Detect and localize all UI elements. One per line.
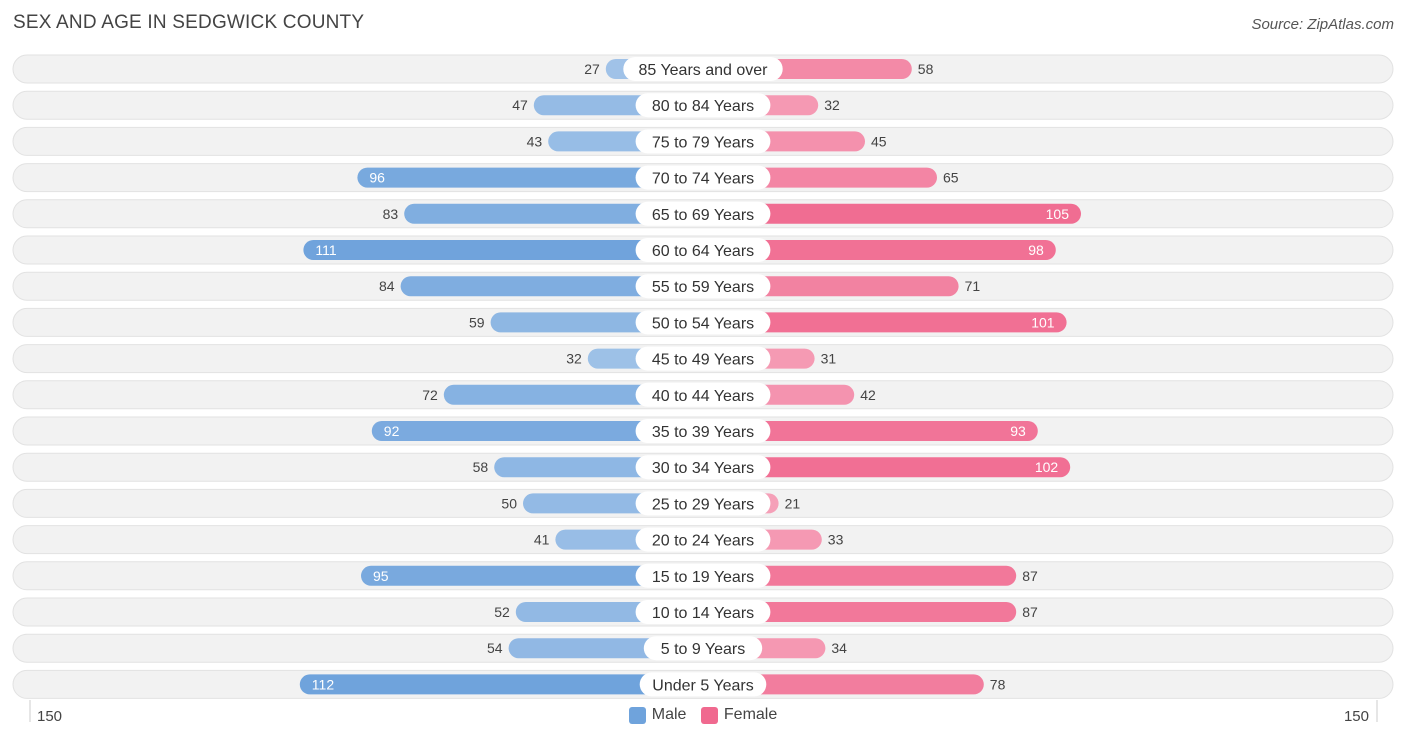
bar-female — [703, 240, 1056, 260]
category-label-pill — [635, 563, 771, 588]
value-label-female: 87 — [1022, 604, 1038, 620]
bar-male — [357, 167, 703, 188]
value-label-female: 45 — [871, 133, 887, 149]
value-label-female: 93 — [1010, 423, 1026, 439]
category-label-pill — [623, 57, 783, 81]
value-label-male: 47 — [512, 97, 528, 113]
category-label-pill — [635, 310, 771, 335]
value-label-male: 27 — [584, 61, 600, 77]
category-label-pill — [635, 491, 771, 516]
value-label-female: 98 — [1028, 242, 1044, 258]
value-label-male: 84 — [379, 278, 395, 294]
bar-male — [303, 240, 703, 260]
bar-female — [703, 421, 1038, 441]
category-label: 70 to 74 Years — [652, 171, 754, 188]
value-label-female: 71 — [965, 278, 981, 294]
legend-swatch-male — [628, 706, 646, 724]
legend: Male Female — [0, 706, 1406, 729]
legend-item-female[interactable]: Female — [700, 706, 778, 724]
category-label: 15 to 19 Years — [652, 569, 754, 586]
value-label-male: 52 — [494, 604, 510, 620]
axis-left-max-label: 150 — [37, 708, 63, 725]
value-label-female: 102 — [1035, 459, 1059, 475]
value-label-male: 54 — [487, 640, 503, 656]
category-label-pill — [635, 600, 771, 624]
value-label-male: 112 — [312, 676, 335, 692]
value-label-male: 92 — [384, 423, 400, 439]
legend-label-female: Female — [723, 706, 778, 723]
value-label-male: 96 — [369, 170, 385, 186]
value-label-female: 78 — [990, 676, 1006, 692]
category-label-pill — [635, 455, 771, 480]
value-label-female: 33 — [828, 532, 844, 548]
category-label: 40 to 44 Years — [652, 388, 754, 405]
legend-label-male: Male — [651, 706, 687, 723]
category-label: 60 to 64 Years — [652, 243, 754, 260]
category-label: 45 to 49 Years — [652, 352, 754, 369]
bar-female — [703, 602, 1017, 622]
category-label: 75 to 79 Years — [652, 134, 754, 151]
category-label-pill — [635, 129, 771, 154]
category-label-pill — [639, 672, 767, 697]
chart-source: Source: ZipAtlas.com — [1251, 16, 1394, 33]
bar-male — [371, 421, 703, 441]
category-label-pill — [635, 201, 771, 226]
category-label-pill — [635, 346, 771, 371]
category-label-pill — [635, 274, 771, 299]
bar-male — [299, 674, 703, 695]
value-label-male: 95 — [373, 568, 389, 584]
legend-item-male[interactable]: Male — [628, 706, 687, 724]
value-label-female: 105 — [1046, 206, 1070, 222]
value-label-female: 32 — [824, 97, 840, 113]
category-label: 5 to 9 Years — [661, 641, 746, 658]
category-label: 55 to 59 Years — [652, 279, 754, 296]
bar-female — [703, 203, 1081, 224]
category-label-pill — [635, 238, 771, 262]
category-label-pill — [635, 93, 771, 118]
value-label-female: 31 — [821, 351, 837, 367]
category-label: 30 to 34 Years — [652, 460, 754, 477]
bar-male — [400, 276, 703, 297]
category-label-pill — [635, 527, 771, 552]
bar-male — [361, 565, 703, 586]
category-label-pill — [643, 636, 763, 661]
category-label: Under 5 Years — [652, 677, 753, 694]
category-label-pill — [635, 419, 771, 443]
bar-female — [703, 312, 1067, 333]
category-label: 20 to 24 Years — [652, 533, 754, 550]
category-label: 35 to 39 Years — [652, 424, 754, 441]
bar-female — [703, 674, 984, 695]
category-label: 80 to 84 Years — [652, 98, 754, 115]
bar-male — [404, 203, 703, 224]
value-label-female: 21 — [785, 495, 801, 511]
value-label-male: 83 — [383, 206, 399, 222]
category-label: 10 to 14 Years — [652, 605, 754, 622]
value-label-female: 65 — [943, 170, 959, 186]
value-label-female: 101 — [1031, 314, 1055, 330]
bar-female — [703, 457, 1071, 478]
chart-title: SEX AND AGE IN SEDGWICK COUNTY — [13, 12, 365, 33]
value-label-male: 50 — [501, 495, 517, 511]
value-label-male: 41 — [534, 532, 550, 548]
legend-swatch-female — [700, 706, 718, 724]
axis-right-max-label: 150 — [1343, 708, 1369, 725]
value-label-male: 58 — [473, 459, 489, 475]
category-label-pill — [635, 382, 771, 407]
value-label-male: 43 — [527, 133, 543, 149]
value-label-female: 87 — [1022, 568, 1038, 584]
value-label-male: 111 — [315, 242, 336, 258]
value-label-male: 32 — [566, 351, 582, 367]
category-label: 85 Years and over — [639, 62, 769, 79]
bar-female — [703, 565, 1017, 586]
value-label-female: 34 — [831, 640, 847, 656]
category-label: 50 to 54 Years — [652, 315, 754, 332]
category-label-pill — [635, 165, 771, 190]
value-label-male: 59 — [469, 314, 485, 330]
value-label-male: 72 — [422, 387, 438, 403]
category-label: 65 to 69 Years — [652, 207, 754, 224]
category-label: 25 to 29 Years — [652, 496, 754, 513]
value-label-female: 58 — [918, 61, 934, 77]
value-label-female: 42 — [860, 387, 876, 403]
